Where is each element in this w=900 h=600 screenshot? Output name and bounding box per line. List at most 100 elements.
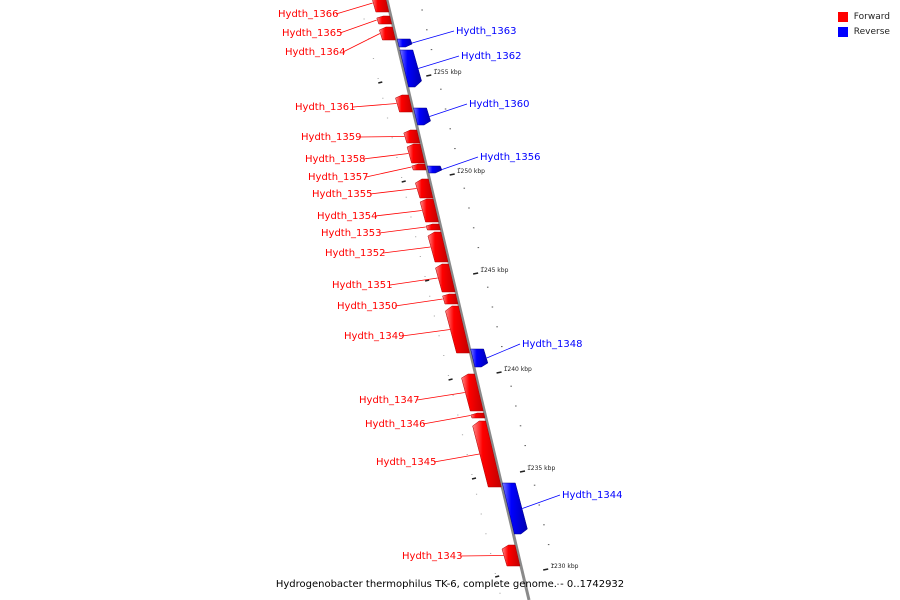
scale-tick (519, 470, 526, 473)
gene-label[interactable]: Hydth_1351 (332, 280, 393, 291)
gene-feature-hydth-1350[interactable] (442, 293, 459, 305)
gene-label[interactable]: Hydth_1343 (402, 551, 463, 562)
gene-leader-line (522, 494, 561, 509)
scale-marks: 1255 kbp 1250 kbp 1245 kbp 1240 kbp 1235 kbp… (378, 69, 579, 578)
scale-tick-left (471, 477, 477, 480)
gene-feature-hydth-1357[interactable] (411, 163, 427, 171)
scale-tick-left (495, 575, 500, 578)
gene-leader-line (412, 30, 455, 44)
gene-leader-line (352, 103, 397, 108)
gene-label[interactable]: Hydth_1349 (344, 331, 405, 342)
gene-leader-line (382, 246, 431, 254)
gene-label[interactable]: Hydth_1345 (376, 457, 437, 468)
legend-reverse: Reverse (837, 24, 890, 39)
gene-leader-line (335, 2, 373, 15)
scale-label: 1235 kbp (527, 465, 555, 472)
reverse-swatch (837, 26, 848, 37)
gene-feature-hydth-1366[interactable] (372, 0, 390, 13)
gene-feature-hydth-1347[interactable] (461, 373, 484, 412)
gene-feature-hydth-1360[interactable] (413, 107, 431, 126)
gene-feature-hydth-1344[interactable] (501, 482, 528, 535)
scale-label: 1250 kbp (457, 168, 485, 175)
gene-feature-hydth-1343[interactable] (501, 544, 521, 567)
gene-label[interactable]: Hydth_1363 (456, 26, 517, 37)
gene-leader-line (459, 555, 504, 557)
gene-label[interactable]: Hydth_1353 (321, 228, 382, 239)
gene-feature-hydth-1365[interactable] (376, 15, 392, 25)
gene-label[interactable]: Hydth_1366 (278, 9, 339, 20)
gene-leader-line (441, 156, 479, 170)
gene-leader-line (362, 153, 409, 160)
gene-labels: Hydth_1366 Hydth_1365 Hydth_1364 Hydth_1363… (278, 2, 623, 562)
scale-label: 1230 kbp (550, 563, 578, 570)
gene-leader-line (342, 33, 381, 53)
gene-feature-hydth-1358[interactable] (406, 143, 425, 164)
gene-label[interactable]: Hydth_1357 (308, 172, 369, 183)
legend-forward-label: Forward (853, 11, 890, 22)
gene-label[interactable]: Hydth_1355 (312, 189, 373, 200)
legend-reverse-label: Reverse (853, 26, 890, 37)
gene-feature-hydth-1351[interactable] (435, 263, 456, 293)
gene-leader-line (389, 277, 438, 286)
gene-feature-hydth-1349[interactable] (445, 305, 470, 354)
gene-label[interactable]: Hydth_1361 (295, 102, 356, 113)
gene-feature-hydth-1346[interactable] (470, 412, 486, 419)
gene-leader-line (374, 210, 422, 217)
scale-tick (472, 272, 479, 275)
gene-feature-hydth-1348[interactable] (470, 348, 489, 368)
scale-label: 1240 kbp (504, 366, 532, 373)
gene-feature-hydth-1353[interactable] (425, 223, 441, 231)
gene-label[interactable]: Hydth_1359 (301, 132, 362, 143)
gene-leader-line (378, 226, 426, 234)
gene-leader-line (401, 329, 451, 337)
gene-feature-hydth-1355[interactable] (415, 178, 434, 199)
gene-label[interactable]: Hydth_1346 (365, 419, 426, 430)
scale-tick (449, 173, 455, 176)
gene-label[interactable]: Hydth_1365 (282, 28, 343, 39)
gene-leader-line (369, 188, 417, 195)
gene-track (372, 0, 528, 567)
scale-tick-left (424, 279, 430, 282)
gene-leader-line (394, 298, 443, 307)
gene-label[interactable]: Hydth_1354 (317, 211, 378, 222)
gene-label[interactable]: Hydth_1352 (325, 248, 386, 259)
map-caption: Hydrogenobacter thermophilus TK-6, compl… (275, 579, 625, 590)
gene-leader-line (433, 453, 480, 463)
gene-label[interactable]: Hydth_1347 (359, 395, 420, 406)
genome-backbone-line (385, 0, 531, 600)
scale-label: 1245 kbp (480, 267, 508, 274)
gene-feature-hydth-1363[interactable] (396, 38, 413, 48)
scale-tick-left (448, 378, 453, 381)
gene-label[interactable]: Hydth_1358 (305, 154, 366, 165)
gene-leader-line (365, 166, 412, 178)
gene-feature-hydth-1345[interactable] (472, 420, 502, 488)
gene-label[interactable]: Hydth_1364 (285, 47, 346, 58)
gene-feature-hydth-1362[interactable] (399, 49, 422, 88)
gene-leader-line (429, 103, 468, 117)
gene-feature-hydth-1354[interactable] (419, 198, 439, 223)
gene-feature-hydth-1352[interactable] (427, 231, 449, 263)
gene-label[interactable]: Hydth_1344 (562, 490, 623, 501)
scale-tick (543, 568, 549, 571)
gene-label[interactable]: Hydth_1356 (480, 152, 541, 163)
scale-tick-left (401, 180, 406, 183)
gene-leader-line (422, 415, 471, 425)
gene-leader-line (339, 19, 377, 34)
gene-leader-line (486, 343, 521, 359)
scale-tick-left (378, 81, 383, 84)
gene-label[interactable]: Hydth_1350 (337, 301, 398, 312)
tick-marks (363, 9, 559, 594)
gene-feature-hydth-1364[interactable] (379, 26, 396, 41)
scale-tick (496, 371, 502, 374)
legend-forward: Forward (837, 9, 890, 24)
gene-label[interactable]: Hydth_1362 (461, 51, 522, 62)
gene-feature-hydth-1361[interactable] (395, 94, 413, 113)
forward-swatch (837, 11, 848, 22)
scale-label: 1255 kbp (433, 69, 461, 76)
gene-leader-line (358, 136, 405, 138)
gene-label[interactable]: Hydth_1348 (522, 339, 583, 350)
gene-feature-hydth-1359[interactable] (403, 129, 421, 144)
gene-feature-hydth-1356[interactable] (426, 165, 443, 174)
gene-label[interactable]: Hydth_1360 (469, 99, 530, 110)
